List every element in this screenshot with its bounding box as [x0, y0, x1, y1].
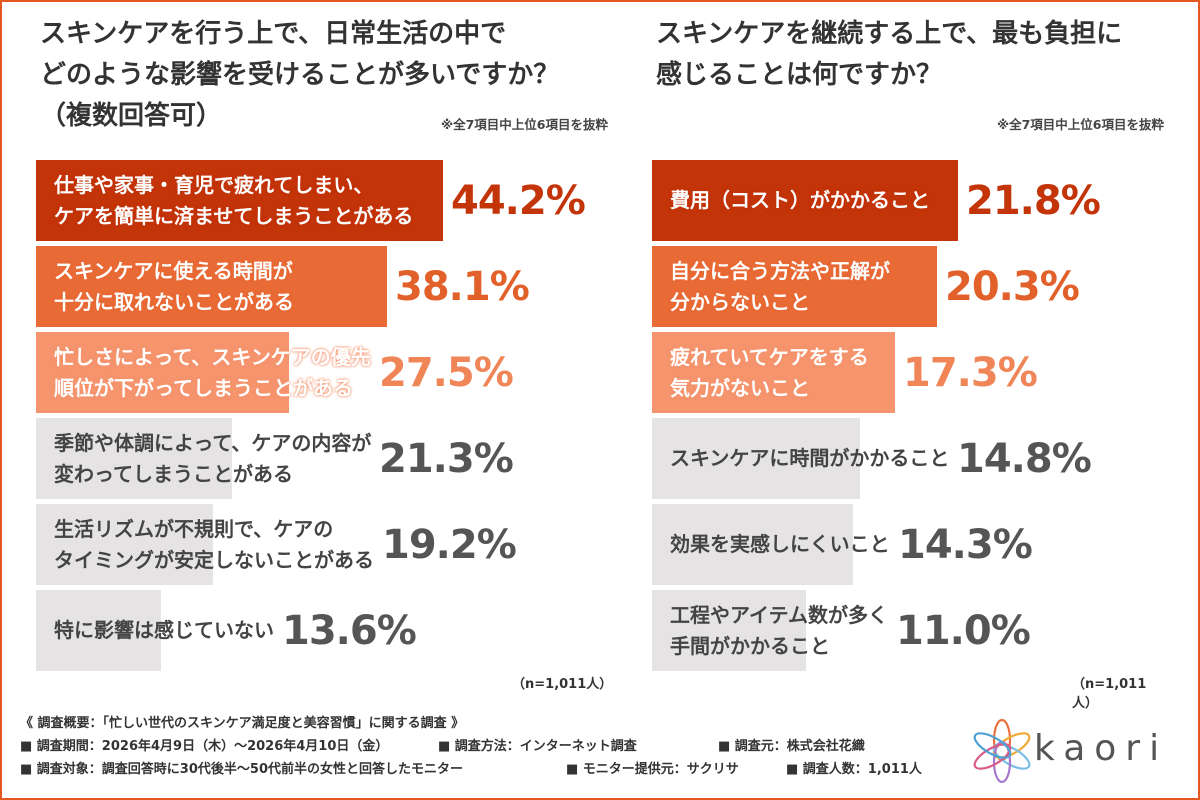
bar-value-label: 27.5%: [379, 349, 514, 396]
bar-value-label: 44.2%: [451, 177, 586, 224]
bar-value-label: 21.8%: [966, 177, 1101, 224]
survey-target: ■ 調査対象：調査回答時に30代後半～50代前半の女性と回答したモニター: [20, 762, 463, 777]
right-chart-panel: スキンケアを継続する上で、最も負担に 感じることは何ですか？ ※全7項目中上位6…: [652, 0, 1164, 711]
bar: [36, 418, 232, 499]
bar-row: 効果を実感しにくいこと 14.3%: [652, 504, 1164, 585]
bar-category-label: スキンケアに時間がかかること: [670, 446, 950, 470]
bar-value-label: 19.2%: [382, 521, 517, 568]
bar: [36, 246, 387, 327]
survey-period: ■ 調査期間：2026年4月9日（木）～2026年4月10日（金）: [20, 739, 389, 754]
kaori-logo: kaori: [972, 716, 1192, 786]
bar-row: 費用（コスト）がかかること 21.8%: [652, 160, 1164, 241]
bar-category-label: スキンケアに使える時間が 十分に取れないことがある: [54, 258, 294, 314]
bar: [36, 332, 289, 413]
survey-method: ■ 調査方法：インターネット調査: [438, 739, 637, 754]
bar-category-label: 疲れていてケアをする 気力がないこと: [670, 344, 869, 400]
bar-category-label: 工程やアイテム数が多く 手間がかかること: [670, 602, 888, 658]
survey-provider: ■ モニター提供元：サクリサ: [566, 762, 739, 777]
bar-row: 生活リズムが不規則で、ケアの タイミングが安定しないことがある 19.2%: [36, 504, 608, 585]
bar-category-label: 仕事や家事・育児で疲れてしまい、 ケアを簡単に済ませてしまうことがある: [54, 172, 414, 228]
survey-source: ■ 調査元：株式会社花織: [718, 739, 865, 754]
bar-category-label: 自分に合う方法や正解が 分からないこと: [670, 258, 890, 314]
bar-value-label: 11.0%: [896, 607, 1031, 654]
right-chart-note: ※全7項目中上位6項目を抜粋: [996, 117, 1164, 132]
bar-value-label: 38.1%: [395, 263, 530, 310]
bar-category-label: 特に影響は感じていない: [54, 618, 274, 642]
right-chart-title: スキンケアを継続する上で、最も負担に 感じることは何ですか？: [656, 19, 1123, 90]
right-bar-chart: 費用（コスト）がかかること 21.8% 自分に合う方法や正解が 分からないこと 20.…: [652, 0, 1164, 700]
bar-category-label: 効果を実感しにくいこと: [670, 532, 890, 556]
left-chart-note: ※全7項目中上位6項目を抜粋: [440, 117, 608, 132]
bar-value-label: 20.3%: [945, 263, 1080, 310]
bar-value-label: 14.3%: [898, 521, 1033, 568]
flower-logo-icon: [973, 718, 1031, 784]
bar-row: 特に影響は感じていない 13.6%: [36, 590, 608, 671]
bar-row: 季節や体調によって、ケアの内容が 変わってしまうことがある 21.3%: [36, 418, 608, 499]
bar-row: 疲れていてケアをする 気力がないこと 17.3%: [652, 332, 1164, 413]
bar: [652, 160, 958, 241]
bar-value-label: 17.3%: [903, 349, 1038, 396]
bar: [652, 418, 860, 499]
bar: [36, 504, 213, 585]
bar-row: 自分に合う方法や正解が 分からないこと 20.3%: [652, 246, 1164, 327]
bar-category-label: 忙しさによって、スキンケアの優先 順位が下がってしまうことがある: [54, 344, 371, 400]
bar-category-label: 費用（コスト）がかかること: [670, 188, 930, 212]
left-chart-title: スキンケアを行う上で、日常生活の中で どのような影響を受けることが多いですか？ …: [40, 19, 560, 131]
right-sample-size: （n=1,011人）: [1072, 677, 1147, 711]
bar: [36, 590, 161, 671]
bar: [652, 590, 806, 671]
bar-value-label: 21.3%: [379, 435, 514, 482]
survey-heading: 《 調査概要：「忙しい世代のスキンケア満足度と美容習慣」に関する調査 》: [20, 716, 465, 731]
bar-row: 忙しさによって、スキンケアの優先 順位が下がってしまうことがある 27.5%: [36, 332, 608, 413]
bar-value-label: 13.6%: [282, 607, 417, 654]
bar-row: 仕事や家事・育児で疲れてしまい、 ケアを簡単に済ませてしまうことがある 44.2%: [36, 160, 608, 241]
bar-row: スキンケアに時間がかかること 14.8%: [652, 418, 1164, 499]
bar-row: スキンケアに使える時間が 十分に取れないことがある 38.1%: [36, 246, 608, 327]
bar-value-label: 14.8%: [957, 435, 1092, 482]
bar: [36, 160, 443, 241]
left-sample-size: （n=1,011人）: [512, 677, 613, 692]
bar-category-label: 季節や体調によって、ケアの内容が 変わってしまうことがある: [54, 430, 372, 486]
bar-row: 工程やアイテム数が多く 手間がかかること 11.0%: [652, 590, 1164, 671]
bar: [652, 332, 895, 413]
logo-wordmark: kaori: [1034, 728, 1169, 769]
bar-category-label: 生活リズムが不規則で、ケアの タイミングが安定しないことがある: [54, 516, 374, 572]
left-chart-panel: スキンケアを行う上で、日常生活の中で どのような影響を受けることが多いですか？ …: [36, 0, 613, 700]
left-bar-chart: 仕事や家事・育児で疲れてしまい、 ケアを簡単に済ませてしまうことがある 44.2%…: [36, 0, 608, 700]
survey-count: ■ 調査人数：1,011人: [786, 762, 922, 777]
bar: [652, 504, 853, 585]
bar: [652, 246, 937, 327]
survey-summary: 《 調査概要：「忙しい世代のスキンケア満足度と美容習慣」に関する調査 》 ■ 調…: [20, 712, 940, 781]
